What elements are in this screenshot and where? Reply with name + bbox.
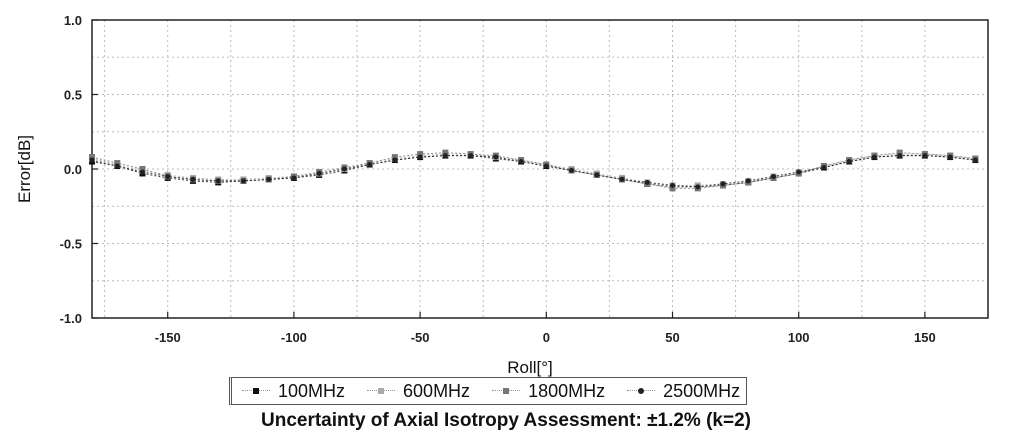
data-point: [670, 182, 676, 188]
data-point: [114, 160, 121, 167]
data-point: [442, 153, 448, 159]
data-point: [442, 149, 449, 156]
y-tick-label: -1.0: [60, 311, 82, 326]
data-point: [291, 175, 297, 181]
legend-marker-square-icon: [367, 386, 396, 396]
legend-item-100mhz: 100MHz: [242, 381, 345, 402]
series-layer: [89, 149, 979, 192]
series-100mhz: [89, 152, 979, 190]
y-axis-label: Error[dB]: [15, 135, 34, 203]
legend-item-1800mhz: 1800MHz: [492, 381, 605, 402]
data-point: [972, 157, 978, 163]
x-tick-label: 150: [914, 330, 936, 345]
data-point: [695, 184, 701, 190]
legend-marker-circle-icon: [627, 386, 656, 396]
data-point: [871, 154, 877, 160]
data-point: [190, 176, 196, 182]
data-point: [669, 185, 676, 192]
data-point: [240, 178, 246, 184]
data-point: [720, 181, 726, 187]
data-point: [417, 151, 424, 158]
y-tick-label: 0.5: [64, 88, 82, 103]
data-point: [569, 167, 575, 173]
data-point: [266, 176, 272, 182]
x-tick-label: -100: [281, 330, 307, 345]
y-tick-label: 1.0: [64, 13, 82, 28]
data-point: [316, 170, 322, 176]
data-point: [947, 154, 953, 160]
data-point: [796, 169, 802, 175]
data-point: [594, 172, 600, 178]
chart-caption: Uncertainty of Axial Isotropy Assessment…: [261, 410, 751, 431]
series-line: [91, 155, 976, 188]
data-point: [392, 157, 398, 163]
data-point: [644, 179, 650, 185]
grid: [92, 20, 988, 318]
data-point: [89, 154, 95, 161]
x-tick-label: 50: [665, 330, 679, 345]
legend-label: 100MHz: [278, 380, 346, 401]
data-point: [619, 176, 625, 182]
series-line: [91, 152, 976, 189]
x-axis-label: Roll[°]: [507, 358, 553, 377]
data-point: [821, 165, 827, 171]
data-point: [139, 166, 146, 172]
data-point: [543, 163, 549, 169]
data-point: [922, 153, 928, 159]
chart: -150 -100 -50 0 50 100 150 1.0 0.5 0.0 -0.5 -1.0 Er…: [15, 13, 989, 377]
data-point: [897, 153, 903, 159]
data-point: [391, 154, 398, 161]
series-1800mhz: [89, 149, 979, 192]
y-tick-label: -0.5: [60, 237, 82, 252]
data-point: [493, 154, 499, 160]
axis-ticks: -150 -100 -50 0 50 100 150 1.0 0.5 0.0 -0.5 -1.0: [60, 13, 936, 345]
data-point: [896, 149, 903, 156]
data-point: [341, 166, 347, 172]
data-point: [165, 173, 171, 179]
data-point: [139, 169, 145, 175]
legend-label: 600MHz: [403, 380, 471, 401]
legend-label: 2500MHz: [663, 380, 741, 401]
series-2500mhz: [89, 153, 978, 190]
series-line: [91, 155, 976, 188]
x-tick-label: -50: [411, 330, 430, 345]
legend-marker-square-icon: [242, 386, 270, 396]
legend-marker-square-icon: [492, 386, 521, 396]
x-tick-label: -150: [155, 330, 181, 345]
series-line: [91, 153, 976, 186]
data-point: [114, 163, 120, 169]
x-tick-label: 0: [543, 330, 550, 345]
data-point: [745, 178, 751, 184]
data-point: [468, 153, 474, 159]
data-point: [367, 162, 373, 168]
data-point: [770, 173, 776, 179]
legend-label: 1800MHz: [528, 380, 606, 401]
data-point: [89, 157, 95, 163]
y-tick-label: 0.0: [64, 162, 82, 177]
data-point: [215, 178, 221, 184]
legend-item-2500mhz: 2500MHz: [627, 381, 740, 402]
series-600mhz: [89, 151, 979, 189]
legend: 100MHz 600MHz 1800MHz 2500MHz: [229, 377, 748, 405]
x-tick-label: 100: [788, 330, 810, 345]
data-point: [846, 159, 852, 165]
data-point: [417, 154, 423, 160]
legend-item-600mhz: 600MHz: [367, 381, 470, 402]
data-point: [518, 159, 524, 165]
